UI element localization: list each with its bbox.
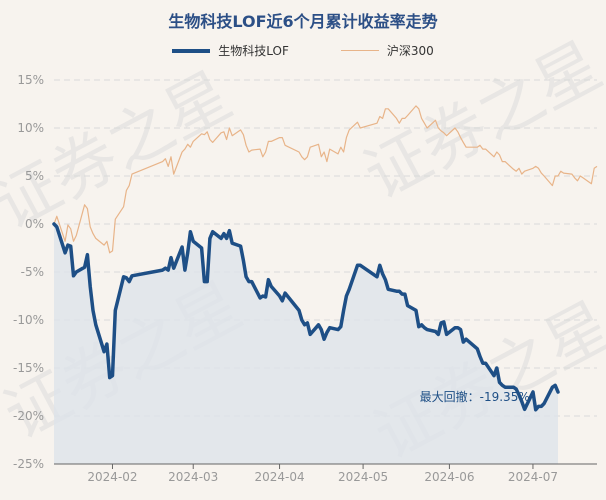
legend-swatch-index [340,50,379,51]
x-tick-label: 2024-06 [424,470,474,484]
max-drawdown-label: 最大回撤：-19.35% [420,389,530,404]
fund-area-fill [54,224,558,464]
annotation-layer: 最大回撤：-19.35% [420,389,530,404]
x-tick-label: 2024-07 [508,470,558,484]
x-tick-label: 2024-02 [87,470,137,484]
chart-title: 生物科技LOF近6个月累计收益率走势 [168,12,438,31]
y-tick-label: 15% [17,73,44,87]
legend-label-index: 沪深300 [386,44,434,58]
legend-item-fund[interactable]: 生物科技LOF [172,42,289,59]
watermark-text: 证券之星 [353,29,606,215]
legend-label-fund: 生物科技LOF [218,44,289,58]
y-tick-label: -15% [13,361,44,375]
y-tick-label: 0% [25,217,44,231]
y-tick-label: -20% [13,409,44,423]
legend-swatch-fund [172,48,211,53]
y-tick-label: -5% [21,265,44,279]
x-tick-label: 2024-03 [168,470,218,484]
y-tick-label: 5% [25,169,44,183]
series-line-index [53,105,598,254]
area-layer [54,224,558,464]
series-line-fund [52,222,560,412]
legend-item-index[interactable]: 沪深300 [340,42,434,59]
y-tick-label: 10% [17,121,44,135]
lines-layer [52,105,598,412]
x-tick-label: 2024-04 [254,470,304,484]
y-tick-label: -25% [13,457,44,471]
x-tick-label: 2024-05 [338,470,388,484]
chart-legend: 生物科技LOF 沪深300 [0,42,606,59]
axes-layer: 15% 10% 5% 0% -5% -10% -15% -20% -25% 2024-02 2024… [13,73,597,484]
y-tick-label: -10% [13,313,44,327]
